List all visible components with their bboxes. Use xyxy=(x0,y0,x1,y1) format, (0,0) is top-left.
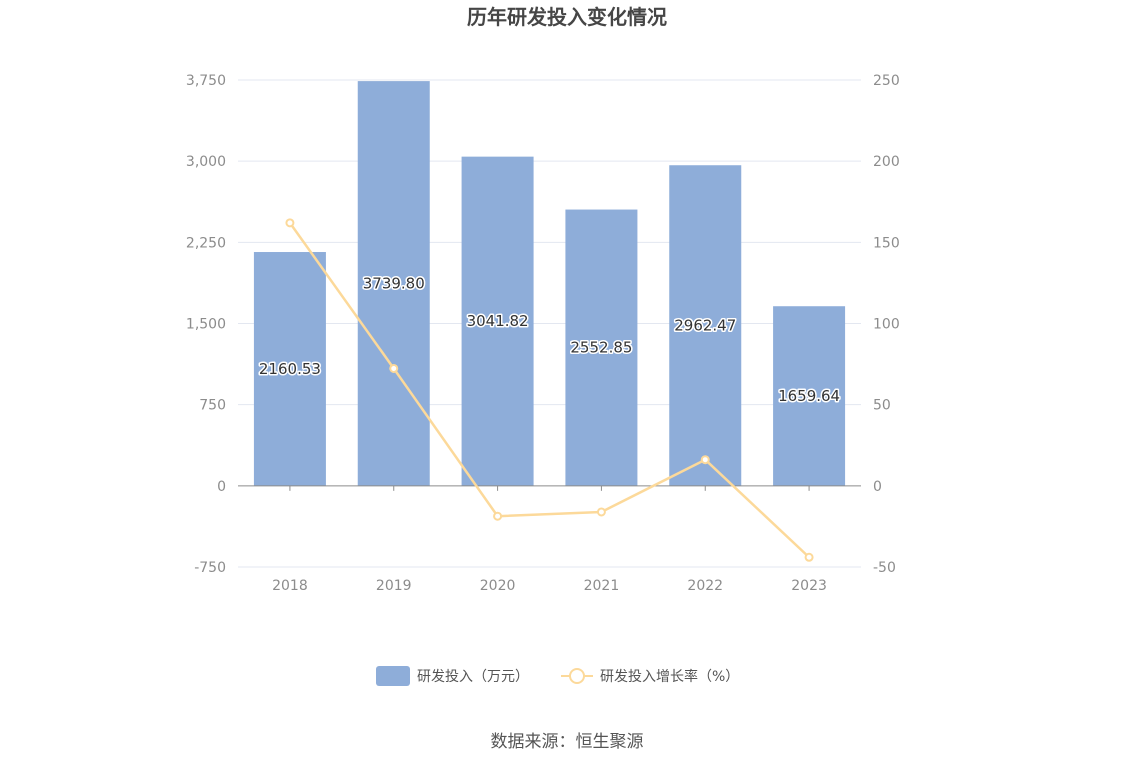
growth-point xyxy=(700,455,710,465)
y-right-tick-label: 100 xyxy=(873,317,900,333)
bar-value-label: 2160.53 xyxy=(259,360,321,378)
x-tick-label: 2022 xyxy=(687,578,723,594)
bar-value-label: 2962.47 xyxy=(674,317,736,335)
growth-line xyxy=(288,222,810,559)
x-tick-label: 2021 xyxy=(584,578,620,594)
bar-value-label: 3041.82 xyxy=(467,312,529,330)
bar xyxy=(565,209,638,486)
x-tick-label: 2018 xyxy=(272,578,308,594)
y-right-tick-label: 0 xyxy=(873,479,882,495)
y-left-tick-label: 3,000 xyxy=(186,154,226,170)
legend-swatch-line-marker[interactable] xyxy=(569,668,585,684)
bar xyxy=(357,81,430,486)
y-right-tick-label: 50 xyxy=(873,398,891,414)
y-left-tick-label: 1,500 xyxy=(186,317,226,333)
y-left-tick-label: -750 xyxy=(194,560,226,576)
x-tick-label: 2020 xyxy=(480,578,516,594)
y-left-tick-label: 0 xyxy=(217,479,226,495)
y-left-tick-label: 3,750 xyxy=(186,73,226,89)
bar-value-label: 1659.64 xyxy=(778,387,840,405)
growth-point xyxy=(285,218,295,228)
growth-point xyxy=(804,552,814,562)
legend-swatch-bar[interactable] xyxy=(376,666,410,686)
y-right-tick-label: 150 xyxy=(873,235,900,251)
legend-label-bar[interactable]: 研发投入（万元） xyxy=(417,669,529,685)
y-left-tick-label: 750 xyxy=(199,398,226,414)
bar xyxy=(253,252,326,486)
bar-value-label: 2552.85 xyxy=(570,339,632,357)
y-right-tick-label: -50 xyxy=(873,560,896,576)
bar xyxy=(773,306,846,486)
source-note: 数据来源：恒生聚源 xyxy=(491,732,644,752)
y-axis-right: -50 0 50 100 150 200 250 xyxy=(873,73,900,576)
bar xyxy=(669,165,742,486)
grid-lines xyxy=(238,79,861,568)
x-tick-label: 2023 xyxy=(791,578,827,594)
y-right-tick-label: 250 xyxy=(873,73,900,89)
bar-labels: 2160.53 3739.80 3041.82 2552.85 2962.47 1659.… xyxy=(257,273,841,407)
chart-title: 历年研发投入变化情况 xyxy=(467,5,667,29)
y-right-tick-label: 200 xyxy=(873,154,900,170)
growth-point xyxy=(389,363,399,373)
y-left-tick-label: 2,250 xyxy=(186,235,226,251)
x-axis: 2018 2019 2020 2021 2022 2023 xyxy=(238,485,861,594)
y-axis-left: -750 0 750 1,500 2,250 3,000 3,750 xyxy=(186,73,226,576)
bar-series xyxy=(253,81,846,486)
legend[interactable]: 研发投入（万元） 研发投入增长率（%） xyxy=(376,666,739,686)
x-tick-label: 2019 xyxy=(376,578,412,594)
legend-label-line[interactable]: 研发投入增长率（%） xyxy=(600,668,739,685)
bar xyxy=(461,156,534,486)
bar-value-label: 3739.80 xyxy=(363,274,425,292)
line-series xyxy=(285,218,814,562)
growth-point xyxy=(493,511,503,521)
growth-point xyxy=(596,507,606,517)
